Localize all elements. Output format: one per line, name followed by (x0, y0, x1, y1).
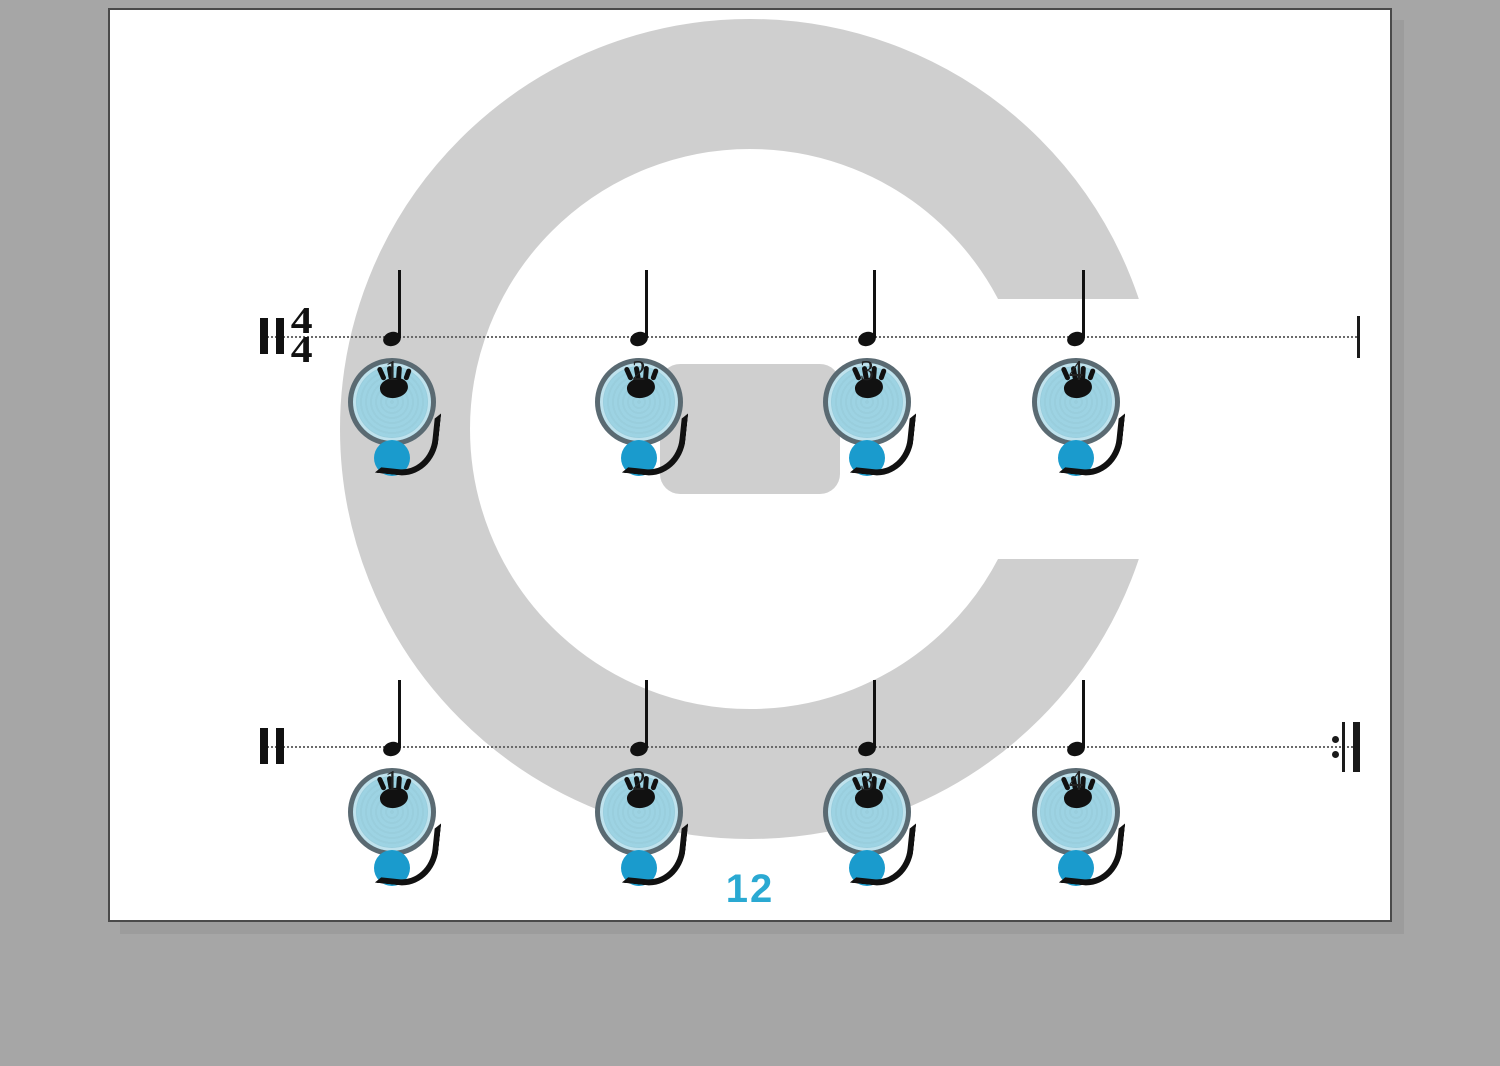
rhythm-exercise-page: 4 4 1234 1234 12 (108, 8, 1392, 922)
quarter-note (858, 332, 876, 346)
quarter-note (1067, 332, 1085, 346)
rhythm-system-1: 4 4 1234 (280, 120, 1230, 370)
rhythm-system-2: 1234 (280, 530, 1230, 780)
quarter-note (1067, 742, 1085, 756)
beat-count-label: 4 (1021, 766, 1131, 798)
time-signature: 4 4 (291, 307, 311, 366)
beat-count-label: 1 (337, 356, 447, 388)
staff-line (260, 336, 1360, 338)
beat-count-label: 2 (584, 766, 694, 798)
barline-single (1357, 316, 1360, 358)
staff-line (260, 746, 1360, 748)
quarter-note (383, 742, 401, 756)
beat-count-label: 1 (337, 766, 447, 798)
percussion-clef (260, 728, 284, 764)
beat-count-label: 4 (1021, 356, 1131, 388)
quarter-note (630, 742, 648, 756)
quarter-note (630, 332, 648, 346)
beat-count-label: 3 (812, 766, 922, 798)
time-sig-denominator: 4 (291, 336, 311, 366)
page-number: 12 (110, 867, 1390, 912)
percussion-clef (260, 318, 284, 354)
quarter-note (858, 742, 876, 756)
barline-repeat-end (1342, 722, 1360, 772)
beat-count-label: 3 (812, 356, 922, 388)
beat-count-label: 2 (584, 356, 694, 388)
quarter-note (383, 332, 401, 346)
